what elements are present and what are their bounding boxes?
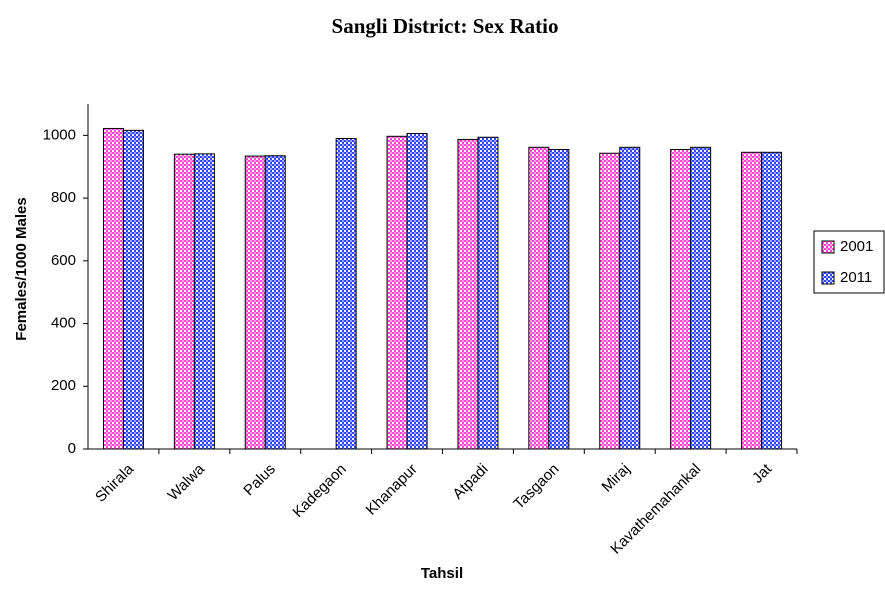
bar bbox=[761, 151, 783, 450]
bar bbox=[264, 155, 286, 450]
x-tick-label: Walwa bbox=[165, 460, 209, 504]
chart-title: Sangli District: Sex Ratio bbox=[332, 14, 559, 38]
y-tick-label: 600 bbox=[51, 252, 76, 269]
bar bbox=[599, 152, 621, 450]
y-tick-label: 200 bbox=[51, 377, 76, 394]
x-tick-label: Jat bbox=[749, 460, 776, 487]
bar bbox=[102, 127, 124, 450]
y-axis-label: Females/1000 Males bbox=[13, 197, 30, 340]
bar bbox=[477, 136, 499, 450]
bar bbox=[741, 151, 763, 450]
bar bbox=[244, 155, 266, 450]
legend-swatch bbox=[821, 240, 835, 254]
bar bbox=[690, 146, 712, 450]
bar bbox=[548, 148, 570, 450]
bar bbox=[386, 135, 408, 450]
bar bbox=[406, 132, 428, 450]
y-tick-label: 0 bbox=[68, 440, 76, 457]
x-tick-label: Tasgaon bbox=[510, 461, 562, 513]
bar bbox=[173, 153, 195, 450]
x-tick-label: Atpadi bbox=[449, 461, 491, 503]
x-axis-label: Tahsil bbox=[421, 565, 463, 582]
legend-label: 2011 bbox=[840, 269, 872, 286]
x-tick-label: Khanapur bbox=[363, 461, 421, 519]
legend-swatch bbox=[821, 271, 835, 285]
bar bbox=[335, 138, 357, 450]
bar bbox=[528, 146, 550, 450]
bar bbox=[457, 138, 479, 450]
legend-label: 2001 bbox=[840, 238, 873, 255]
bar bbox=[122, 129, 144, 450]
bar bbox=[193, 153, 215, 450]
y-tick-label: 800 bbox=[51, 189, 76, 206]
bar bbox=[619, 146, 641, 450]
x-tick-label: Miraj bbox=[598, 461, 633, 496]
x-tick-label: Kadegaon bbox=[289, 461, 349, 521]
y-tick-label: 400 bbox=[51, 315, 76, 332]
x-tick-label: Shirala bbox=[92, 460, 138, 506]
bar bbox=[670, 148, 692, 450]
x-tick-label: Palus bbox=[240, 461, 279, 500]
y-tick-label: 1000 bbox=[43, 126, 76, 143]
